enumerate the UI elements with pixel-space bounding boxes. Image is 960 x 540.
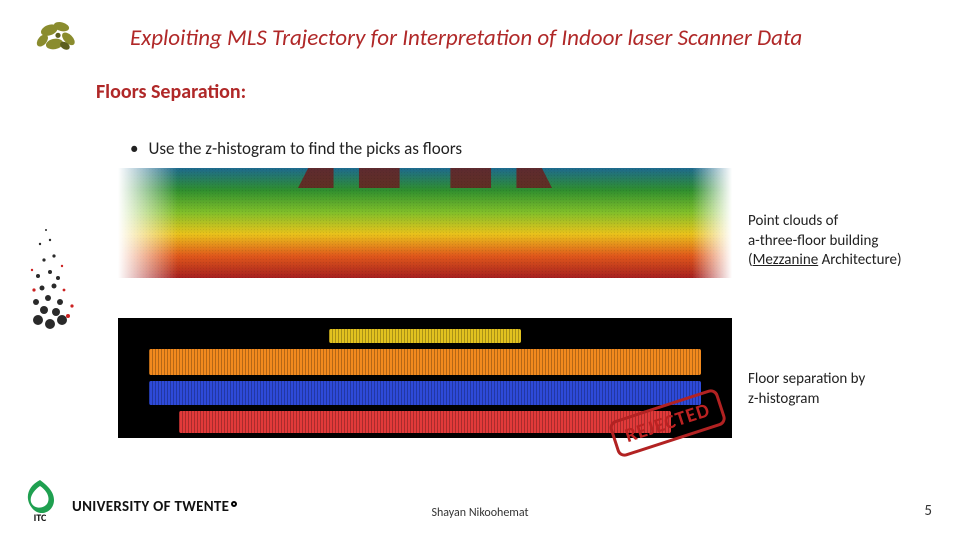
band-middle bbox=[149, 381, 701, 405]
caption1-line1: Point clouds of bbox=[748, 212, 948, 232]
caption1-mezzanine: Mezzanine bbox=[753, 251, 819, 269]
caption2-line1: Floor separation by bbox=[748, 370, 948, 390]
band-base bbox=[179, 411, 671, 433]
slide-title: Exploiting MLS Trajectory for Interpreta… bbox=[130, 24, 940, 52]
grain-overlay bbox=[118, 168, 732, 278]
bullet-dot-icon: • bbox=[130, 138, 138, 159]
band-upper bbox=[149, 349, 701, 375]
section-subtitle: Floors Separation: bbox=[96, 80, 246, 104]
caption1-suffix: Architecture) bbox=[818, 251, 901, 269]
caption1-line2: a-three-floor building bbox=[748, 232, 948, 252]
caption-floorsep: Floor separation by z-histogram bbox=[748, 370, 948, 409]
pointcloud-strip bbox=[118, 168, 732, 278]
bullet-item: • Use the z-histogram to find the picks … bbox=[130, 138, 462, 159]
caption-pointcloud: Point clouds of a-three-floor building (… bbox=[748, 212, 948, 271]
deco-side-dots-icon bbox=[28, 220, 92, 340]
deco-leaf-icon bbox=[32, 18, 84, 70]
pointcloud-figure bbox=[118, 168, 732, 278]
caption2-line2: z-histogram bbox=[748, 390, 948, 410]
fade-right bbox=[692, 168, 732, 278]
page-number: 5 bbox=[924, 502, 932, 520]
fade-left bbox=[118, 168, 178, 278]
caption1-line3: (Mezzanine Architecture) bbox=[748, 251, 948, 271]
bullet-text: Use the z-histogram to find the picks as… bbox=[148, 138, 462, 159]
footer-author: Shayan Nikoohemat bbox=[0, 506, 960, 520]
band-top bbox=[329, 329, 521, 343]
